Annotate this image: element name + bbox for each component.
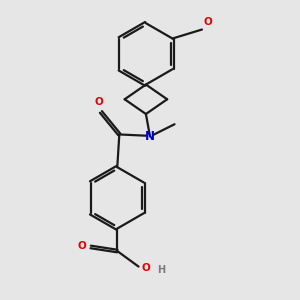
Text: O: O [94,97,103,107]
Text: O: O [77,241,86,251]
Text: O: O [204,17,212,27]
Text: N: N [145,130,155,143]
Text: H: H [158,265,166,275]
Text: O: O [141,263,150,273]
